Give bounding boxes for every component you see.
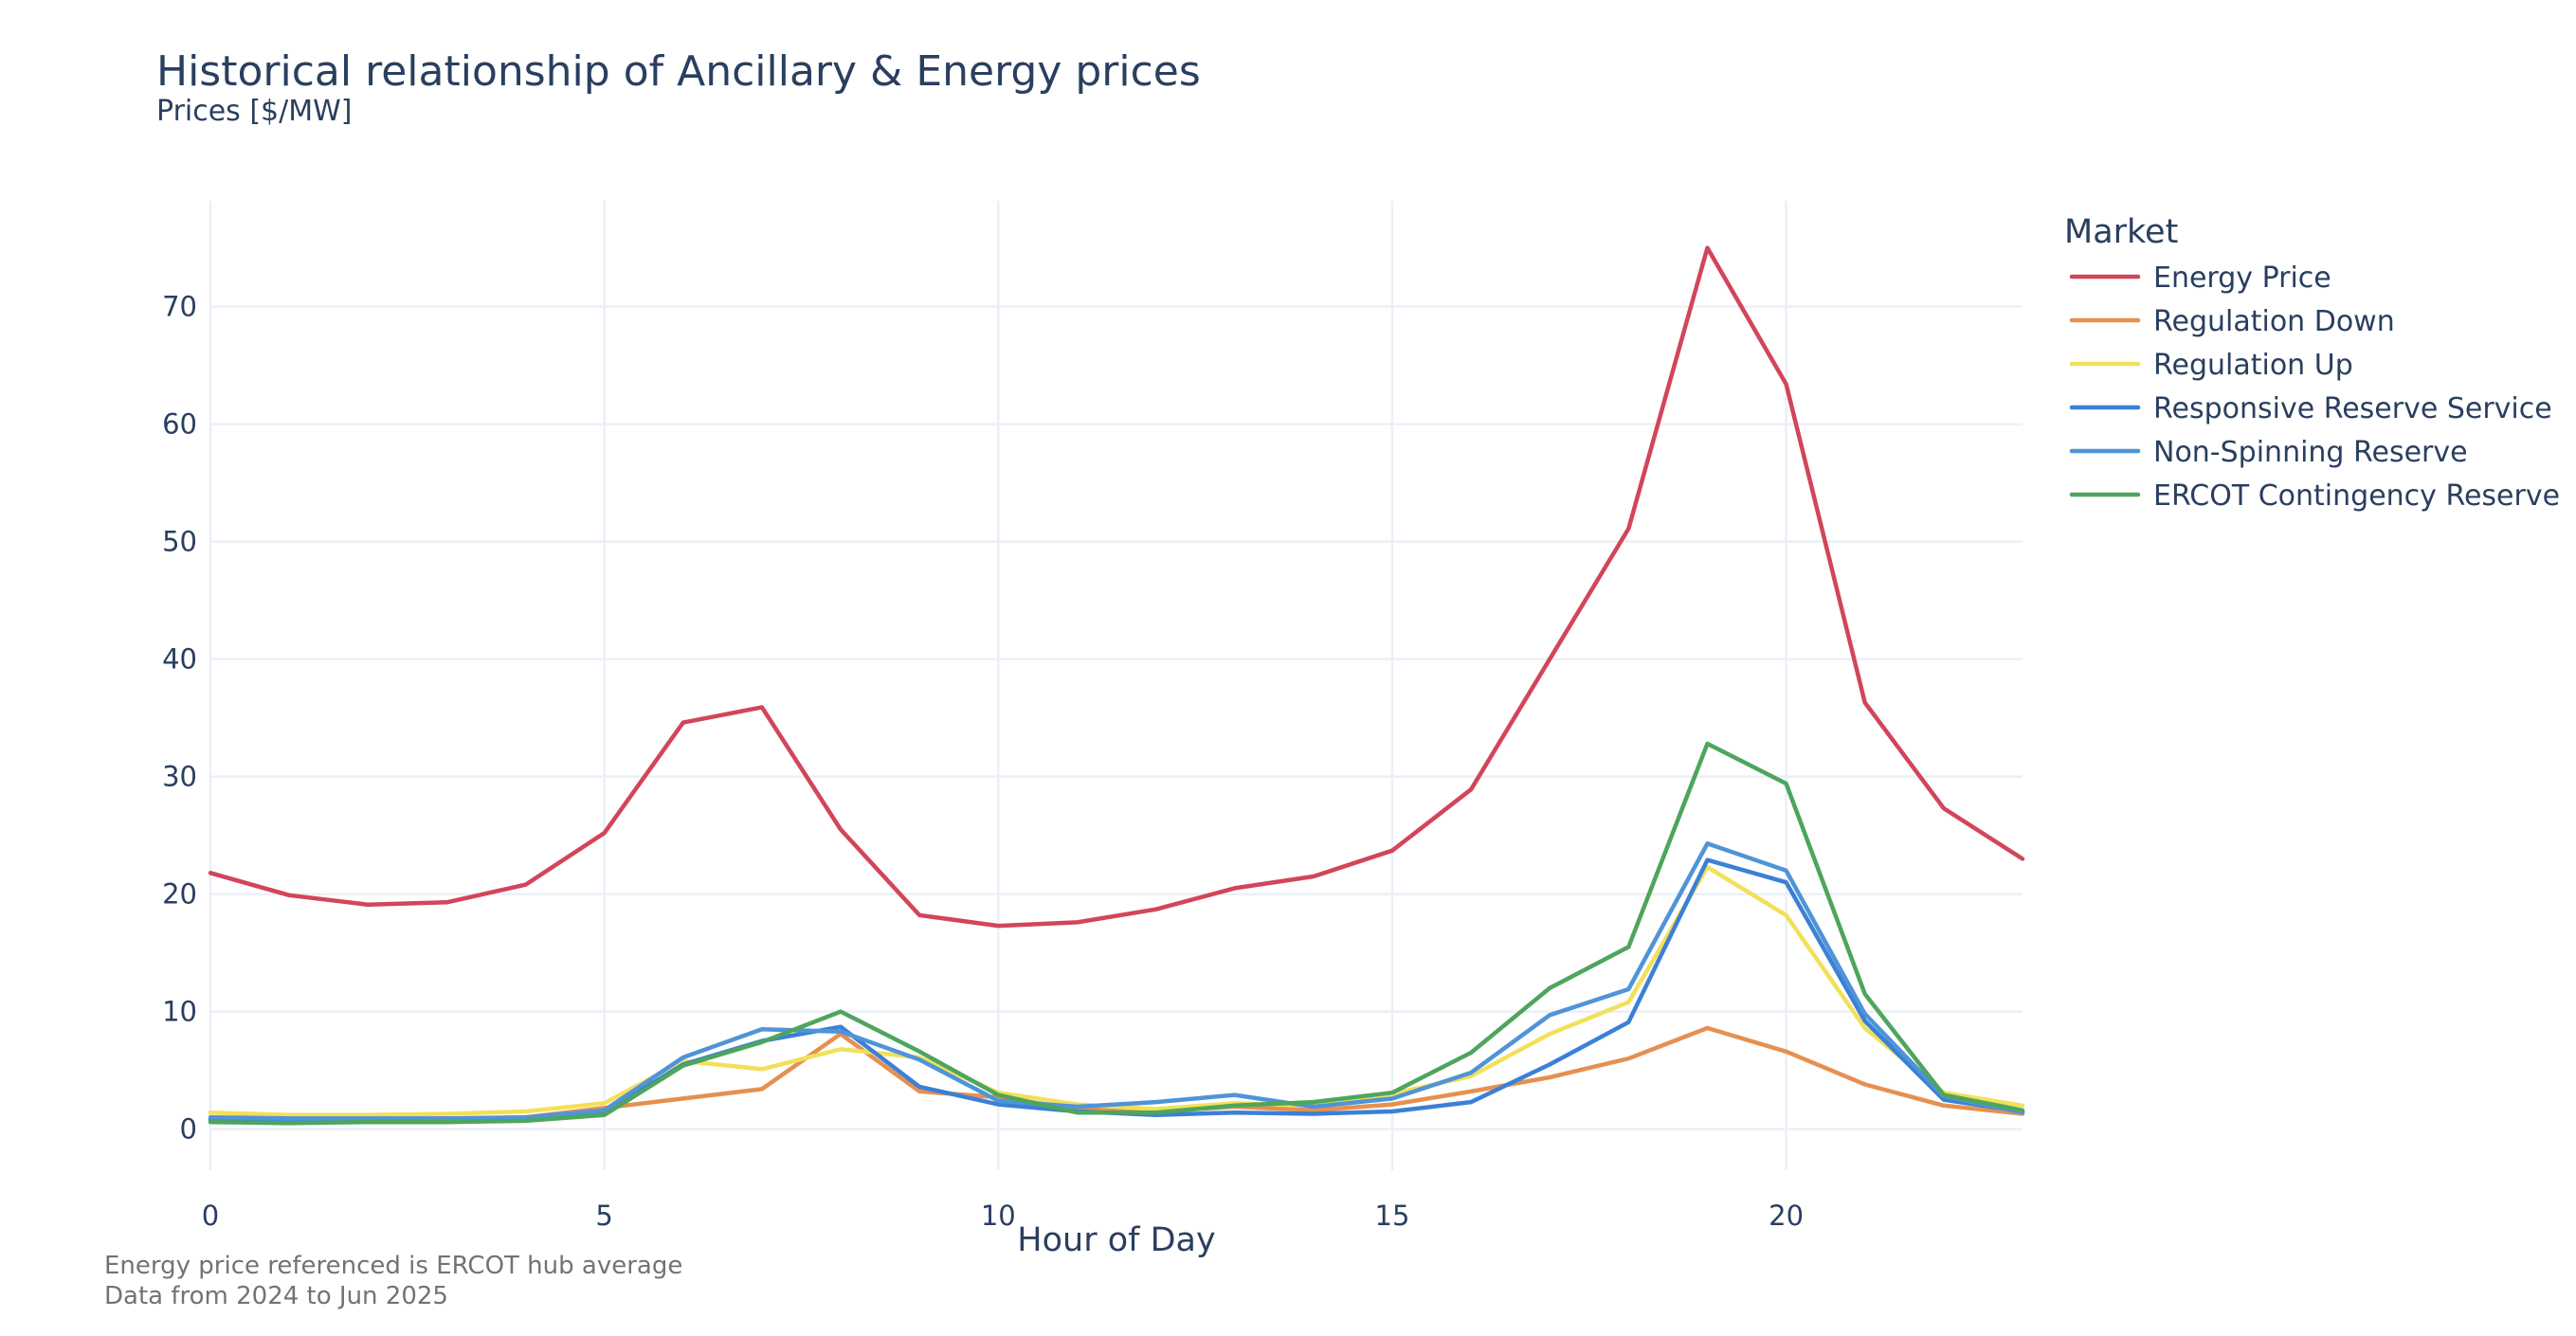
legend-item[interactable]: Responsive Reserve Service	[2069, 392, 2552, 425]
y-tick-label: 20	[162, 878, 197, 911]
chart-title: Historical relationship of Ancillary & E…	[156, 47, 1201, 96]
legend-label: Regulation Down	[2153, 305, 2395, 338]
legend-label: Responsive Reserve Service	[2153, 392, 2552, 425]
legend-item[interactable]: Energy Price	[2069, 262, 2331, 295]
y-tick-label: 50	[162, 526, 197, 558]
x-tick-label: 20	[1769, 1200, 1804, 1232]
legend-label: Regulation Up	[2153, 349, 2353, 382]
y-tick-label: 40	[162, 643, 197, 676]
series-line-regulation-up	[208, 864, 2025, 1117]
legend-item[interactable]: Regulation Down	[2069, 305, 2395, 338]
legend-label: Non-Spinning Reserve	[2153, 436, 2468, 469]
chart-subtitle: Prices [$/MW]	[156, 95, 353, 128]
x-tick-label: 10	[981, 1200, 1016, 1232]
x-axis-title: Hour of Day	[1017, 1221, 1215, 1259]
plot-series	[208, 245, 2025, 1126]
series-line-non-spinning-reserve	[208, 841, 2025, 1121]
legend-item[interactable]: Non-Spinning Reserve	[2069, 436, 2468, 469]
y-tick-label: 60	[162, 408, 197, 441]
footnote-line-2: Data from 2024 to Jun 2025	[104, 1282, 448, 1310]
legend-label: Energy Price	[2153, 262, 2331, 295]
series-line-ercot-contingency-reserve	[208, 741, 2025, 1126]
plot-gridlines	[209, 201, 2023, 1170]
legend-label: ERCOT Contingency Reserve	[2153, 479, 2560, 513]
x-tick-label: 5	[595, 1200, 612, 1232]
axis-tick-labels: 0 10 20 30 40 50 60 70 0 5 10 15 20	[162, 291, 1804, 1232]
legend-item[interactable]: Regulation Up	[2069, 349, 2353, 382]
footnote-line-1: Energy price referenced is ERCOT hub ave…	[104, 1252, 682, 1280]
x-tick-label: 0	[202, 1200, 219, 1232]
series-line-responsive-reserve-service	[208, 858, 2025, 1124]
series-line-energy-price	[208, 245, 2025, 929]
legend-item[interactable]: ERCOT Contingency Reserve	[2069, 479, 2560, 513]
y-tick-label: 70	[162, 291, 197, 323]
y-tick-label: 30	[162, 761, 197, 793]
legend-title: Market	[2064, 213, 2178, 251]
y-tick-label: 0	[180, 1113, 197, 1146]
x-tick-label: 15	[1375, 1200, 1410, 1232]
legend: Market Energy Price Regulation Down Regula…	[2064, 213, 2560, 513]
y-tick-label: 10	[162, 996, 197, 1028]
